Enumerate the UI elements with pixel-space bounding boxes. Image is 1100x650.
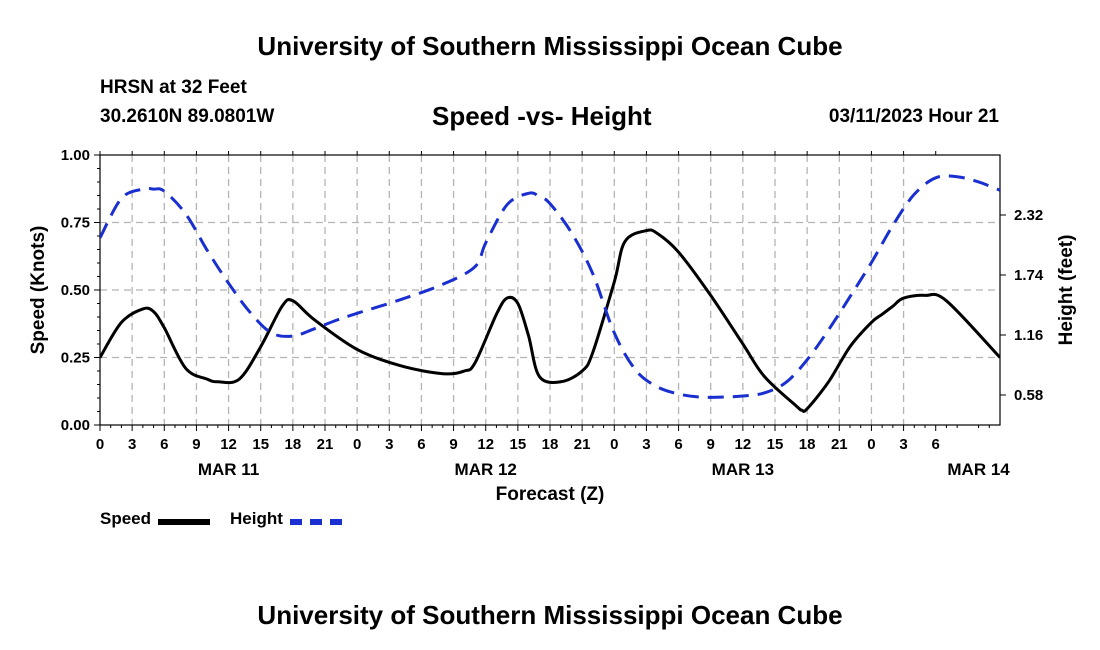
x-tick-label: 21 [317, 436, 334, 453]
legend-height-label: Height [230, 509, 283, 528]
main-title: University of Southern Mississippi Ocean… [257, 31, 843, 61]
x-tick-label: 18 [285, 436, 302, 453]
y-tick-label: 0.50 [61, 282, 90, 299]
x-tick-label: 6 [160, 436, 168, 453]
y-axis-title: Speed (Knots) [28, 226, 49, 355]
day-label: MAR 11 [198, 460, 259, 479]
series-line-speed [100, 228, 1000, 413]
y2-tick-label: 2.32 [1014, 207, 1043, 224]
x-tick-label: 18 [799, 436, 816, 453]
x-tick-label: 6 [417, 436, 425, 453]
x-tick-label: 9 [707, 436, 715, 453]
x-tick-label: 18 [542, 436, 559, 453]
legend-speed-label: Speed [100, 509, 152, 528]
y-tick-label: 0.75 [61, 215, 90, 232]
station-coords: 30.2610N 89.0801W [100, 106, 275, 127]
x-tick-label: 3 [899, 436, 907, 453]
x-tick-label: 0 [353, 436, 361, 453]
x-tick-label: 6 [674, 436, 682, 453]
x-tick-label: 9 [449, 436, 457, 453]
station-name: HRSN at 32 Feet [100, 77, 247, 98]
x-tick-label: 3 [128, 436, 136, 453]
x-tick-label: 0 [96, 436, 104, 453]
x-tick-label: 0 [867, 436, 875, 453]
y2-tick-label: 0.58 [1014, 387, 1043, 404]
y-tick-label: 0.25 [61, 350, 90, 367]
x-tick-label: 3 [642, 436, 650, 453]
x-tick-label: 21 [831, 436, 848, 453]
x-tick-label: 12 [477, 436, 494, 453]
y2-tick-label: 1.74 [1014, 267, 1044, 284]
series-line-height [100, 174, 1000, 399]
x-tick-label: 15 [252, 436, 269, 453]
y2-tick-label: 1.16 [1014, 327, 1043, 344]
x-tick-label: 15 [767, 436, 784, 453]
x-tick-label: 3 [385, 436, 393, 453]
day-label: MAR 13 [712, 460, 774, 479]
day-label: MAR 14 [947, 460, 1010, 479]
x-tick-label: 9 [192, 436, 200, 453]
chart-date: 03/11/2023 Hour 21 [828, 106, 999, 127]
y2-axis-title: Height (feet) [1056, 235, 1077, 346]
plot-frame [99, 154, 1001, 426]
y-tick-label: 0.00 [61, 417, 90, 434]
x-tick-label: 15 [510, 436, 527, 453]
legend-height-swatch [290, 519, 342, 525]
day-label: MAR 12 [455, 460, 517, 479]
x-tick-label: 21 [574, 436, 591, 453]
x-tick-label: 0 [610, 436, 618, 453]
footer-title: University of Southern Mississippi Ocean… [257, 600, 843, 630]
legend-speed: Speed [100, 509, 210, 529]
chart-title: Speed -vs- Height [432, 101, 652, 131]
x-axis-title: Forecast (Z) [496, 484, 605, 505]
legend-height: Height [230, 509, 342, 529]
y-tick-label: 1.00 [61, 147, 90, 164]
x-tick-label: 12 [735, 436, 752, 453]
x-tick-label: 12 [220, 436, 237, 453]
x-tick-label: 6 [932, 436, 940, 453]
legend-speed-swatch [158, 519, 210, 525]
